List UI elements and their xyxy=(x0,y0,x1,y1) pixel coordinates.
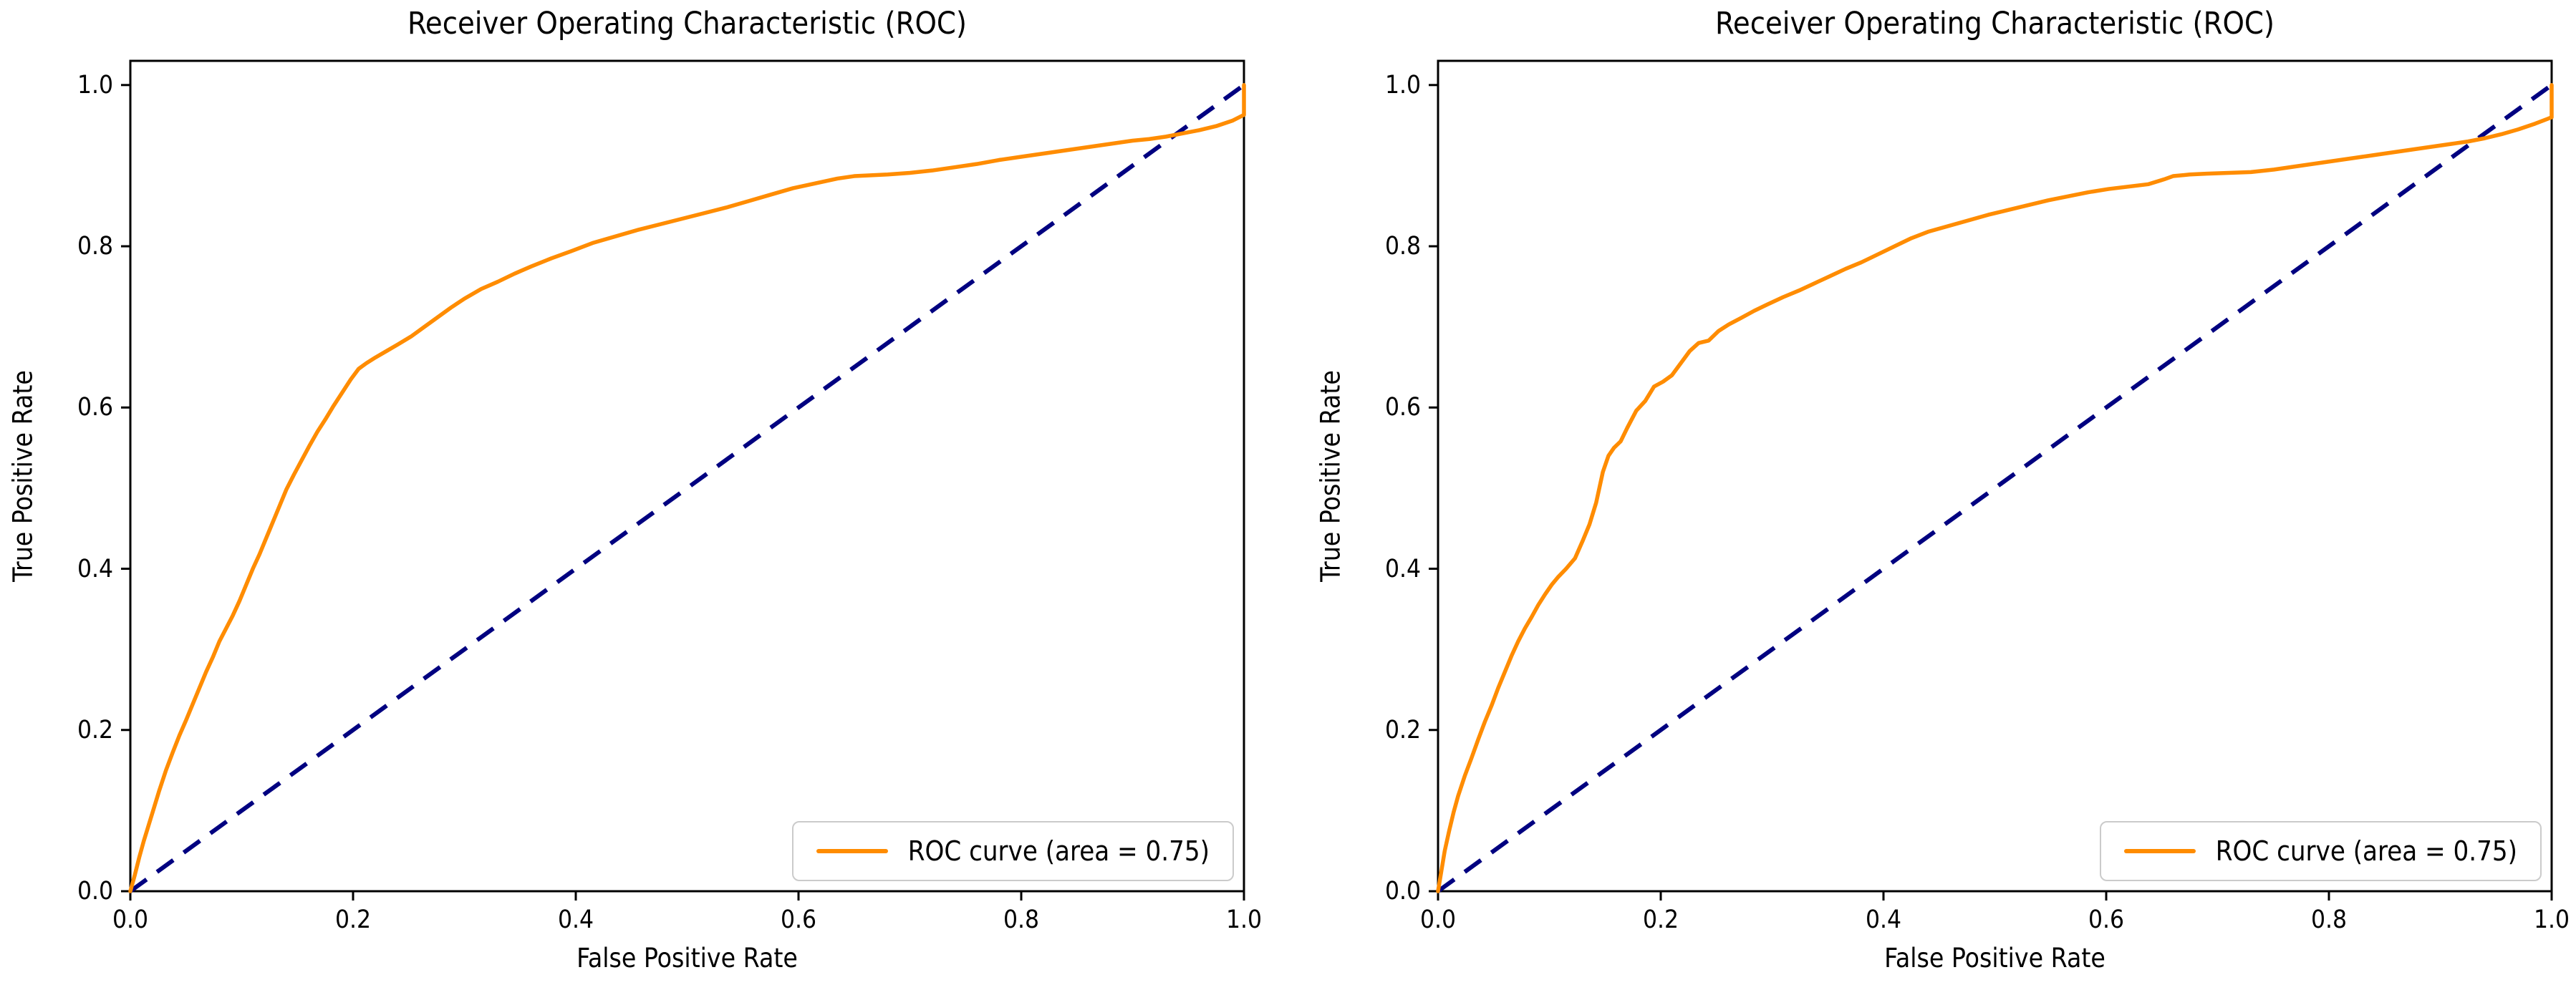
y-tick-label: 1.0 xyxy=(1384,70,1421,100)
roc-plot-right: Receiver Operating Characteristic (ROC) … xyxy=(1316,6,2570,974)
x-axis-label: False Positive Rate xyxy=(1884,943,2105,974)
x-tick-label: 0.8 xyxy=(2310,906,2348,934)
x-tick-label: 0.2 xyxy=(334,906,372,934)
x-tick-label: 0.6 xyxy=(780,906,817,934)
y-tick-label: 0.2 xyxy=(77,715,113,744)
roc-plot-left: Receiver Operating Characteristic (ROC) … xyxy=(8,6,1263,974)
x-tick-label: 0.8 xyxy=(1003,906,1040,934)
y-axis-label: True Positive Rate xyxy=(7,370,39,582)
x-tick-label: 1.0 xyxy=(1225,906,1263,934)
plot-title: Receiver Operating Characteristic (ROC) xyxy=(1714,6,2275,42)
y-tick-label: 0.0 xyxy=(77,877,113,906)
plot-area xyxy=(121,59,1246,901)
y-tick-label: 0.0 xyxy=(1384,877,1421,906)
x-tick-label: 0.2 xyxy=(1642,906,1679,934)
legend-label: ROC curve (area = 0.75) xyxy=(2215,835,2517,867)
y-tick-label: 0.2 xyxy=(1384,715,1421,744)
x-tick-label: 0.0 xyxy=(1419,906,1457,934)
axes-spines xyxy=(129,59,1245,893)
y-tick-label: 0.4 xyxy=(1384,554,1421,583)
y-tick-label: 0.6 xyxy=(77,393,113,422)
roc-curve-line xyxy=(128,83,1246,893)
plot-area xyxy=(1429,59,2554,901)
x-tick-label: 0.4 xyxy=(1865,906,1902,934)
legend-line-sample xyxy=(2123,849,2196,853)
x-tick-label: 0.0 xyxy=(112,906,149,934)
y-tick-label: 1.0 xyxy=(77,70,113,100)
chance-diagonal-line xyxy=(129,83,1245,893)
x-axis-label: False Positive Rate xyxy=(577,943,798,974)
chance-diagonal-line xyxy=(1437,83,2553,893)
legend-label: ROC curve (area = 0.75) xyxy=(907,835,1210,867)
x-tick-label: 1.0 xyxy=(2533,906,2570,934)
x-tick-label: 0.6 xyxy=(2088,906,2125,934)
roc-curve-line xyxy=(1436,83,2554,893)
y-tick-label: 0.8 xyxy=(77,232,113,261)
legend: ROC curve (area = 0.75) xyxy=(791,821,1234,881)
y-tick-label: 0.6 xyxy=(1384,393,1421,422)
legend-line-sample xyxy=(816,849,888,853)
x-tick-label: 0.4 xyxy=(557,906,594,934)
y-tick-label: 0.8 xyxy=(1384,232,1421,261)
y-tick-label: 0.4 xyxy=(77,554,113,583)
axes-spines xyxy=(1437,59,2553,893)
plot-title: Receiver Operating Characteristic (ROC) xyxy=(407,6,968,42)
y-axis-label: True Positive Rate xyxy=(1315,370,1346,582)
legend: ROC curve (area = 0.75) xyxy=(2099,821,2542,881)
